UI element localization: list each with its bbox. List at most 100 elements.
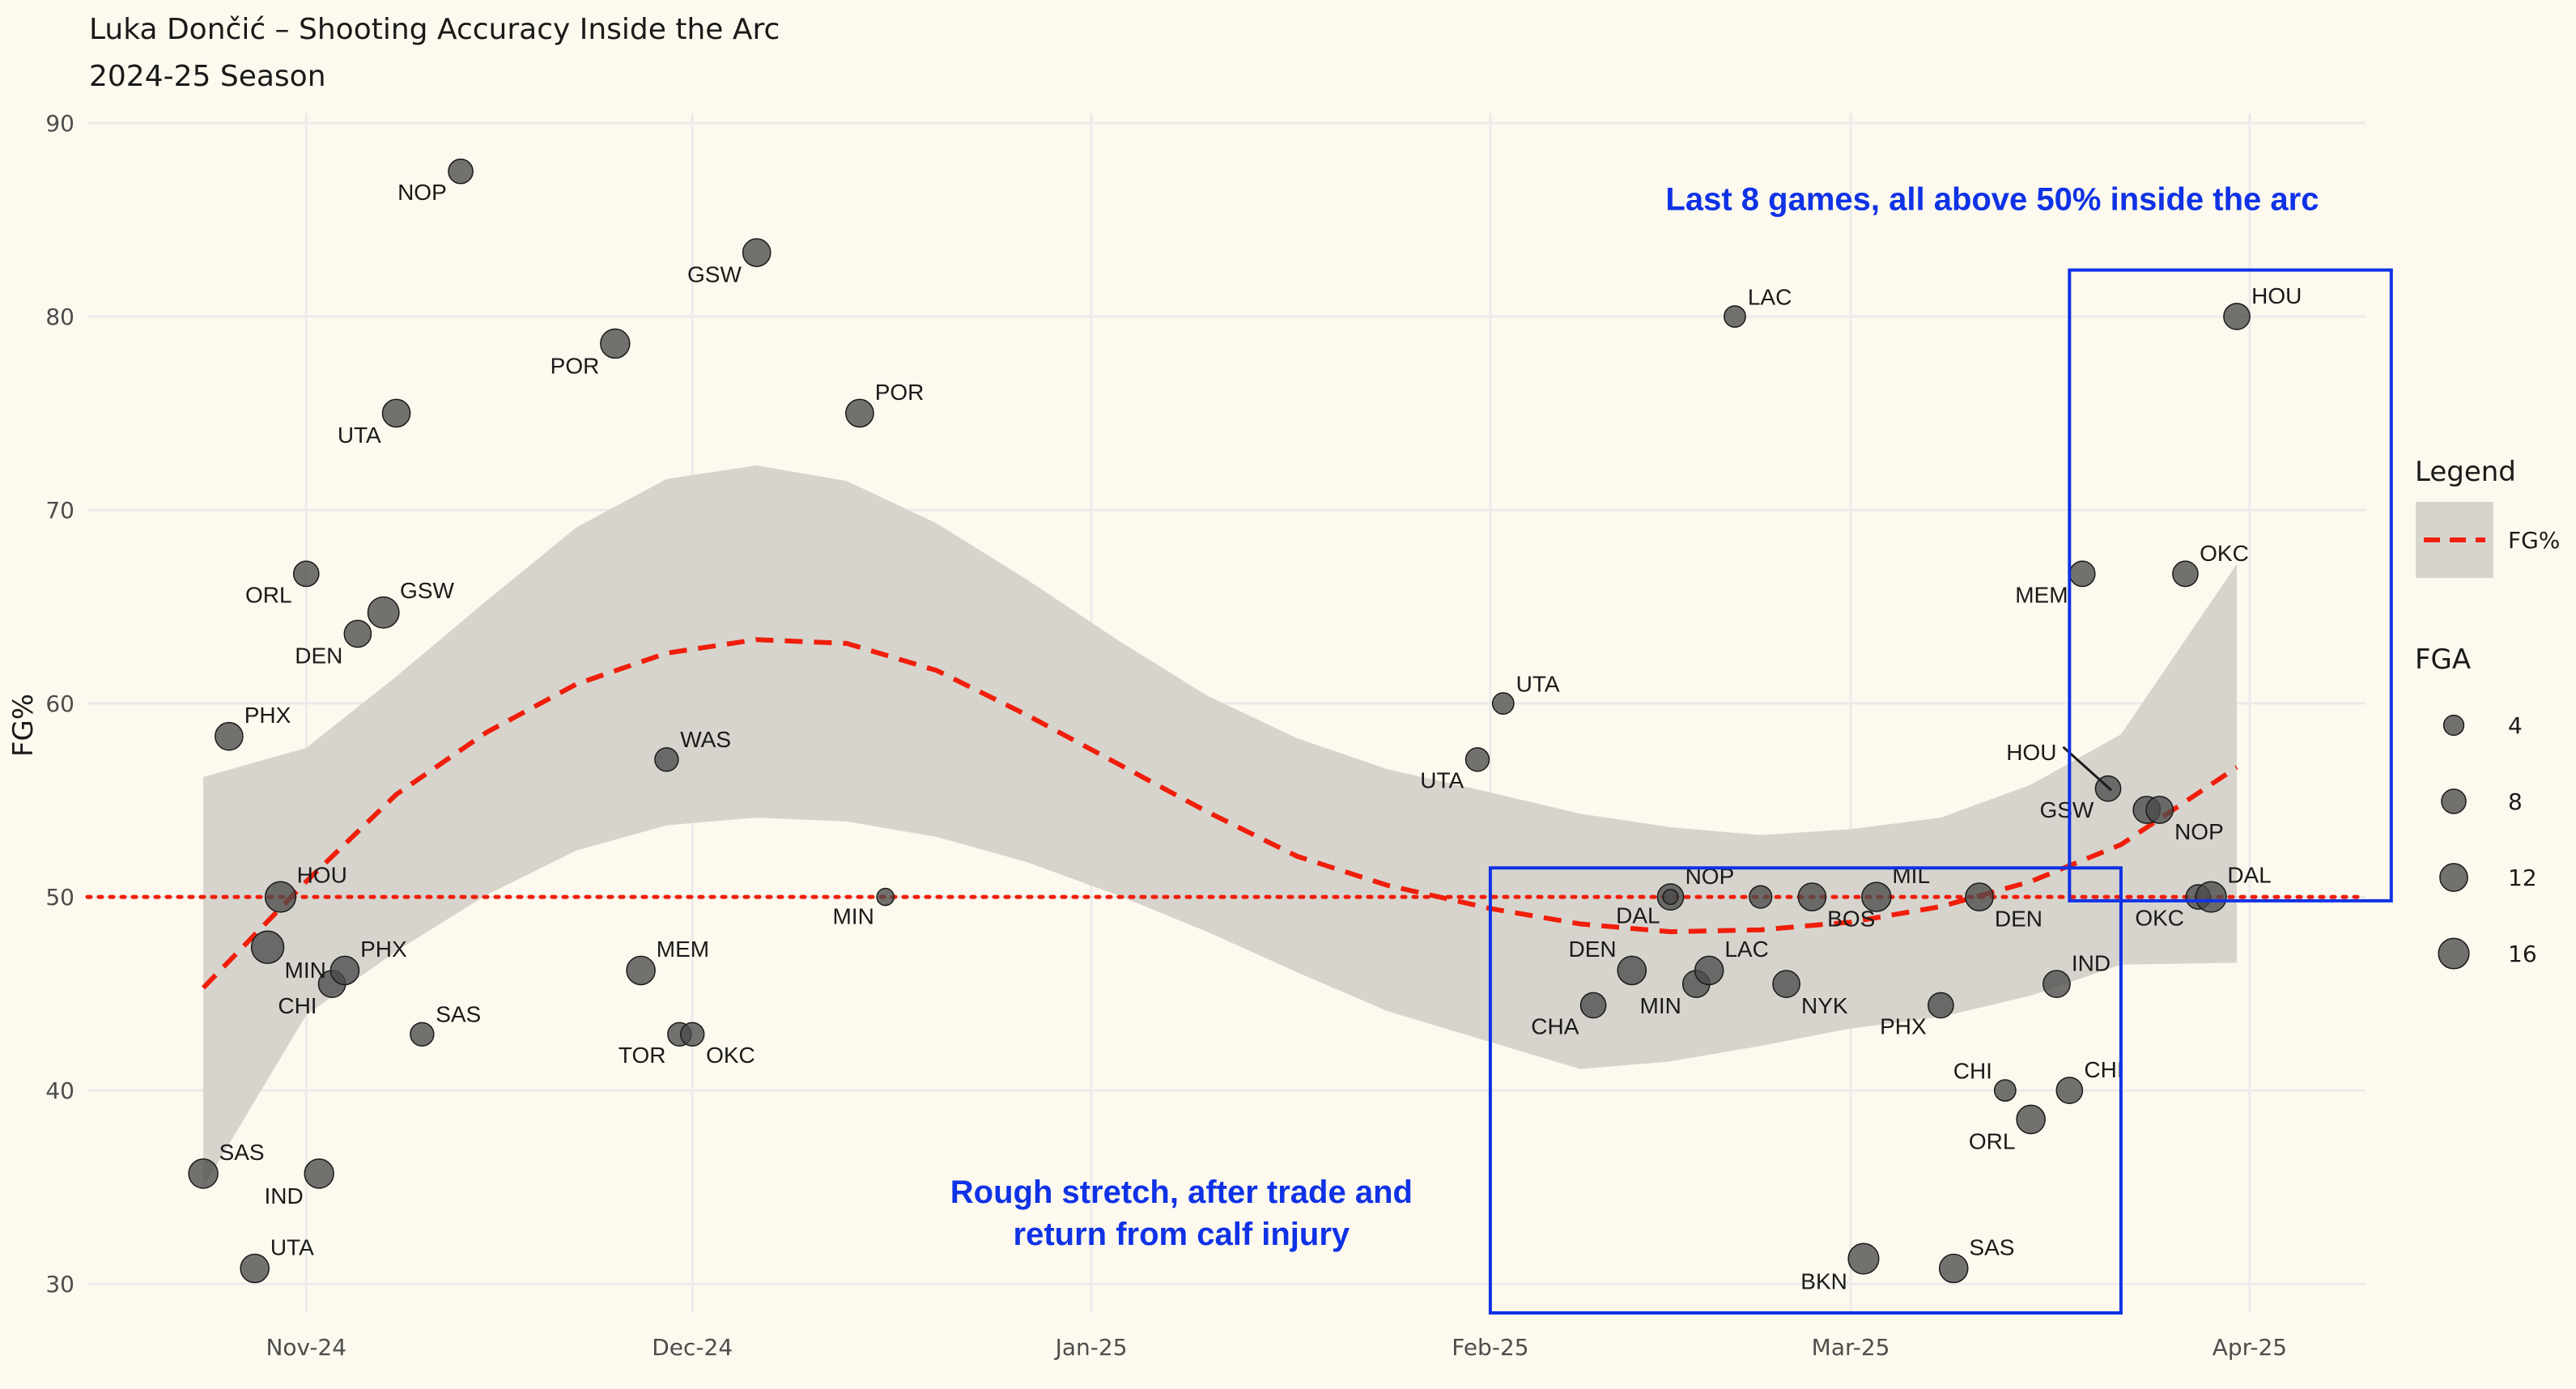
data-point xyxy=(1938,1253,1969,1284)
data-point xyxy=(343,619,372,648)
data-point xyxy=(448,158,474,185)
data-point xyxy=(1464,747,1490,772)
data-point xyxy=(1579,992,1607,1019)
data-point xyxy=(292,560,320,588)
point-label: GSW xyxy=(687,262,742,287)
data-point xyxy=(1965,882,1994,911)
data-point xyxy=(845,398,874,428)
legend-size-key xyxy=(2439,863,2468,892)
data-point xyxy=(1749,885,1773,909)
data-point xyxy=(600,328,631,359)
point-label: DEN xyxy=(1569,937,1617,962)
point-label: UTA xyxy=(1516,671,1560,696)
x-tick-label: Apr-25 xyxy=(2213,1334,2287,1361)
annotation-text: Last 8 games, all above 50% inside the a… xyxy=(1665,182,2319,218)
legend-size-label: 12 xyxy=(2508,864,2537,891)
legend-label-fg: FG% xyxy=(2508,527,2560,554)
point-label: DEN xyxy=(1995,907,2043,932)
point-label: PHX xyxy=(1880,1014,1927,1039)
legend-size-title: FGA xyxy=(2415,644,2471,676)
point-label: LAC xyxy=(1724,937,1768,962)
data-point xyxy=(1724,305,1746,328)
point-labels-layer: SAS PHX UTA MIN HOU ORL IND CHI PHX DEN GSW UTA SAS N… xyxy=(219,180,2302,1293)
points-layer xyxy=(188,158,2251,1284)
data-point xyxy=(1617,955,1647,986)
data-point xyxy=(2016,1104,2046,1135)
point-label: OKC xyxy=(706,1043,755,1068)
annotation-box xyxy=(1488,866,2123,1315)
point-label: BOS xyxy=(1827,907,1875,932)
annotation-text: Rough stretch, after trade and return fro… xyxy=(950,1174,1413,1252)
callout-leader-line xyxy=(2062,745,2113,792)
x-tick-label: Jan-25 xyxy=(1054,1334,1128,1361)
point-label: IND xyxy=(264,1183,303,1208)
point-label: UTA xyxy=(270,1234,314,1259)
point-label: UTA xyxy=(338,423,381,448)
data-point xyxy=(2195,881,2227,913)
point-label: DEN xyxy=(295,643,342,668)
legend-title: Legend xyxy=(2415,456,2516,488)
point-label: TOR xyxy=(618,1043,666,1068)
data-point xyxy=(654,747,679,772)
point-label: WAS xyxy=(680,727,731,752)
point-label: MEM xyxy=(2015,583,2068,608)
y-axis-title: FG% xyxy=(7,694,40,757)
point-label: PHX xyxy=(360,937,407,962)
point-label: LAC xyxy=(1748,284,1792,309)
legend-size-key xyxy=(2441,788,2467,814)
data-point xyxy=(876,887,895,907)
data-point xyxy=(188,1158,219,1189)
trend-line-layer xyxy=(201,637,2238,990)
point-label: OKC xyxy=(2200,541,2249,566)
y-tick-label: 60 xyxy=(45,690,74,717)
legend-size-label: 4 xyxy=(2508,712,2523,739)
data-point xyxy=(1797,882,1827,911)
point-label: ORL xyxy=(1969,1129,2016,1154)
data-point xyxy=(1491,692,1515,715)
legend-size-key xyxy=(2438,937,2470,970)
point-label: POR xyxy=(550,353,600,378)
callout-label: HOU xyxy=(2006,740,2056,765)
point-label: CHI xyxy=(278,993,317,1018)
annotation-boxes-layer xyxy=(1488,268,2393,1315)
data-point xyxy=(1928,992,1954,1019)
y-tick-label: 50 xyxy=(45,884,74,911)
data-point xyxy=(250,930,285,964)
data-point xyxy=(2043,970,2071,999)
data-point xyxy=(215,721,244,751)
data-point xyxy=(304,1158,334,1189)
x-tick-label: Feb-25 xyxy=(1452,1334,1528,1361)
data-point xyxy=(2068,560,2096,588)
point-label: NYK xyxy=(1801,993,1848,1018)
annotation-line: Last 8 games, all above 50% inside the a… xyxy=(1665,182,2319,218)
y-tick-label: 80 xyxy=(45,304,74,330)
data-point xyxy=(2172,560,2199,588)
point-label: SAS xyxy=(1969,1234,2014,1259)
point-label: HOU xyxy=(2251,283,2302,308)
y-tick-label: 40 xyxy=(45,1077,74,1104)
data-point xyxy=(2223,303,2251,330)
point-label: GSW xyxy=(400,578,454,603)
point-label: CHA xyxy=(1531,1014,1579,1039)
point-label: NOP xyxy=(2174,819,2224,844)
data-point xyxy=(1847,1242,1880,1275)
y-tick-label: 90 xyxy=(45,110,74,137)
annotations-layer: Last 8 games, all above 50% inside the a… xyxy=(950,182,2319,1252)
point-label: CHI xyxy=(2084,1057,2123,1082)
data-point xyxy=(1772,970,1800,999)
legend-size-label: 8 xyxy=(2508,788,2523,815)
data-point xyxy=(626,955,656,986)
point-label: MEM xyxy=(657,937,709,962)
point-label: OKC xyxy=(2135,906,2184,931)
data-point xyxy=(1993,1079,2017,1102)
data-point xyxy=(264,881,297,913)
x-tick-label: Nov-24 xyxy=(266,1334,346,1361)
point-label: MIN xyxy=(285,958,326,983)
point-label: CHI xyxy=(1953,1059,1992,1084)
point-label: DAL xyxy=(1616,903,1660,928)
point-label: GSW xyxy=(2039,797,2094,822)
point-label: POR xyxy=(875,380,925,405)
y-tick-label: 30 xyxy=(45,1271,74,1298)
axes-layer: FG% 30 40 50 60 70 80 90 Nov-24 Dec-24 Jan-25 Feb-… xyxy=(7,110,2287,1361)
